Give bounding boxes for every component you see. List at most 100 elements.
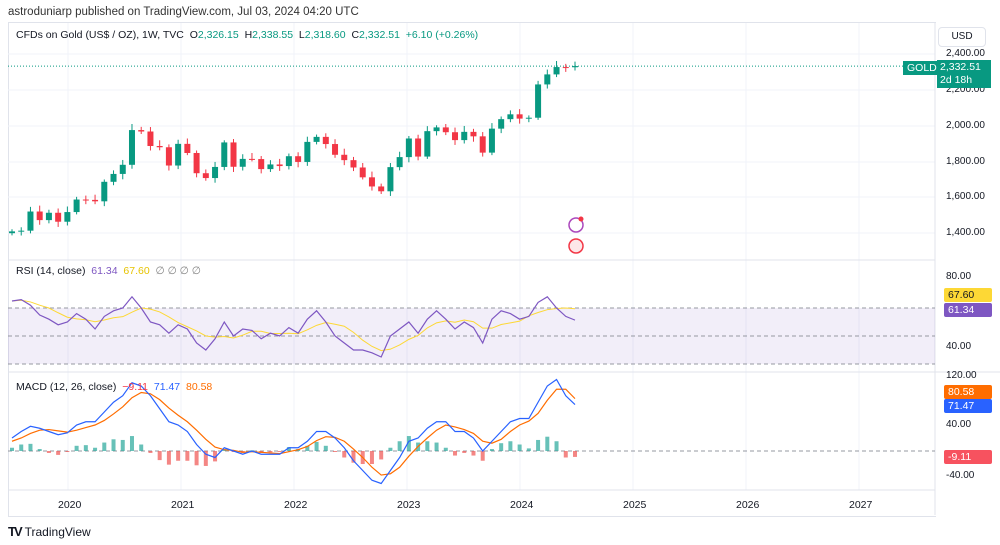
candle-body <box>230 142 237 167</box>
rsi-tick: 80.00 <box>946 271 972 282</box>
macd-histogram-bar <box>563 451 568 458</box>
rsi-value: 61.34 <box>91 265 118 277</box>
rsi-value-tag: 61.34 <box>944 303 992 317</box>
price-tick: 2,200.00 <box>946 84 985 95</box>
macd-histogram-bar <box>120 439 125 451</box>
candle-body <box>82 199 89 201</box>
macd-histogram-bar <box>166 451 171 465</box>
macd-histogram-bar <box>46 451 51 453</box>
macd-histogram-bar <box>323 445 328 451</box>
macd-signal-line <box>11 388 576 476</box>
macd-histogram-bar <box>277 451 282 452</box>
macd-histogram-bar <box>305 445 310 451</box>
candle-body <box>18 230 25 232</box>
macd-histogram-bar <box>176 451 181 461</box>
macd-histogram-bar <box>369 451 374 464</box>
candle-body <box>45 212 52 221</box>
close-value: 2,332.51 <box>359 29 400 41</box>
time-tick: 2026 <box>736 499 760 511</box>
macd-histogram-bar <box>333 451 338 452</box>
rsi-legend: RSI (14, close) 61.34 67.60 ∅ ∅ ∅ ∅ <box>16 265 201 277</box>
symbol-name[interactable]: CFDs on Gold (US$ / OZ), 1W, TVC <box>16 29 184 41</box>
macd-histogram-bar <box>148 451 153 453</box>
rsi-label[interactable]: RSI (14, close) <box>16 265 86 277</box>
time-tick: 2021 <box>171 499 195 511</box>
macd-legend: MACD (12, 26, close) −9.11 71.47 80.58 <box>16 381 212 393</box>
macd-line-tag: 71.47 <box>944 399 992 413</box>
candle-body <box>525 117 532 119</box>
candle-body <box>221 142 228 167</box>
currency-button[interactable]: USD <box>938 27 986 47</box>
candle-body <box>258 159 265 170</box>
macd-histogram-bar <box>10 447 14 451</box>
candle-body <box>165 147 172 166</box>
candle-body <box>276 164 283 167</box>
candle-body <box>415 138 422 157</box>
candle-body <box>535 84 542 118</box>
price-tick: 1,800.00 <box>946 156 985 167</box>
macd-histogram-bar <box>379 451 384 460</box>
macd-histogram-bar <box>194 451 199 466</box>
candle-body <box>322 136 329 145</box>
rsi-ma-line <box>11 299 576 352</box>
economic-event-icon <box>568 217 584 233</box>
macd-histogram-bar <box>268 451 273 453</box>
macd-histogram-bar <box>65 451 70 452</box>
time-tick: 2023 <box>397 499 421 511</box>
candle-body <box>128 130 135 165</box>
candle-body <box>452 132 459 141</box>
macd-histogram-bar <box>314 441 319 451</box>
time-tick: 2025 <box>623 499 647 511</box>
candle-body <box>433 127 440 132</box>
macd-signal-value: 80.58 <box>185 381 213 393</box>
brand-name: TradingView <box>24 524 91 539</box>
candle-body <box>248 158 255 160</box>
macd-histogram-bar <box>56 451 61 455</box>
candle-body <box>202 173 209 179</box>
macd-histogram-bar <box>397 441 402 451</box>
tradingview-logo[interactable]: TV TradingView <box>8 524 91 539</box>
candle-body <box>461 131 468 141</box>
macd-histogram-bar <box>213 451 218 462</box>
low-value: 2,318.60 <box>304 29 346 41</box>
macd-histogram-bar <box>471 451 476 456</box>
candle-body <box>350 160 357 168</box>
candle-body <box>341 154 348 161</box>
publisher-line: astroduniarp published on TradingView.co… <box>8 6 359 18</box>
macd-histogram-bar <box>102 442 107 451</box>
change-value: +6.10 (+0.26%) <box>405 29 479 41</box>
price-tick: 1,600.00 <box>946 191 985 202</box>
candle-body <box>405 138 412 158</box>
price-tick: 2,400.00 <box>946 48 985 59</box>
candle-body <box>359 167 366 178</box>
candle-body <box>304 141 311 162</box>
candle-body <box>184 143 191 153</box>
macd-histogram-bar <box>434 442 439 451</box>
macd-histogram-bar <box>517 444 522 451</box>
macd-histogram-bar <box>573 451 577 457</box>
candle-body <box>212 166 219 179</box>
candle-body <box>92 199 99 202</box>
candle-body <box>147 131 154 147</box>
macd-histogram-bar <box>545 436 550 451</box>
candle-body <box>553 67 560 75</box>
high-value: 2,338.55 <box>252 29 294 41</box>
macd-histogram-bar <box>83 445 88 451</box>
us-flag-icon <box>568 238 584 254</box>
macd-histogram-bar <box>28 443 33 451</box>
candle-body <box>193 152 200 174</box>
macd-histogram-bar <box>93 447 98 451</box>
time-tick: 2020 <box>58 499 82 511</box>
macd-histogram-bar <box>526 448 531 451</box>
candle-body <box>55 212 62 222</box>
time-tick: 2022 <box>284 499 308 511</box>
macd-histogram-bar <box>388 447 393 451</box>
chart-frame <box>8 22 936 517</box>
macd-label[interactable]: MACD (12, 26, close) <box>16 381 117 393</box>
tradingview-logo-icon: TV <box>8 524 23 539</box>
macd-histogram-bar <box>185 451 190 461</box>
macd-tick: -40.00 <box>946 470 975 481</box>
price-tick: 1,400.00 <box>946 227 985 238</box>
rsi-line <box>11 295 576 358</box>
